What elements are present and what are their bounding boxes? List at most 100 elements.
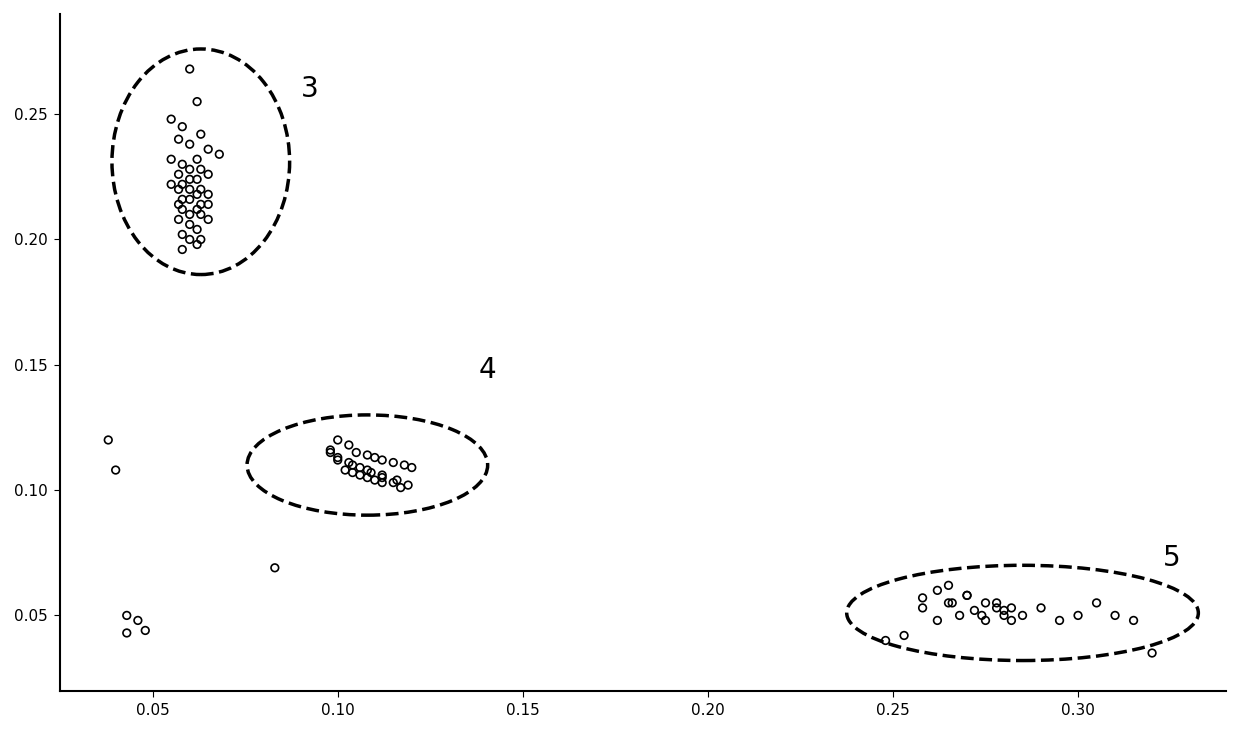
Point [187, 189, 207, 201]
Point [161, 113, 181, 125]
Point [987, 597, 1007, 609]
Point [391, 482, 410, 493]
Point [172, 228, 192, 240]
Point [357, 449, 377, 461]
Point [350, 462, 370, 474]
Point [365, 452, 384, 463]
Point [394, 459, 414, 471]
Point [198, 143, 218, 155]
Point [128, 615, 148, 627]
Point [191, 209, 211, 220]
Point [875, 635, 895, 646]
Point [928, 615, 947, 627]
Text: 3: 3 [301, 75, 319, 103]
Point [398, 479, 418, 491]
Point [383, 457, 403, 468]
Point [913, 602, 932, 613]
Point [191, 128, 211, 140]
Point [169, 214, 188, 225]
Point [172, 244, 192, 255]
Point [320, 444, 340, 456]
Point [1142, 647, 1162, 659]
Point [372, 469, 392, 481]
Point [942, 597, 962, 609]
Point [172, 121, 192, 132]
Point [387, 474, 407, 486]
Point [191, 163, 211, 175]
Point [198, 214, 218, 225]
Point [191, 234, 211, 245]
Point [180, 184, 200, 195]
Point [169, 184, 188, 195]
Point [191, 198, 211, 210]
Point [976, 597, 996, 609]
Point [372, 471, 392, 483]
Point [180, 219, 200, 231]
Point [180, 234, 200, 245]
Point [950, 610, 970, 621]
Point [180, 173, 200, 185]
Point [172, 203, 192, 215]
Point [1002, 602, 1022, 613]
Point [976, 615, 996, 627]
Point [1105, 610, 1125, 621]
Point [180, 209, 200, 220]
Point [169, 133, 188, 145]
Point [180, 63, 200, 75]
Point [335, 464, 355, 476]
Point [342, 467, 362, 479]
Point [210, 149, 229, 160]
Point [327, 454, 347, 466]
Point [1086, 597, 1106, 609]
Point [939, 597, 959, 609]
Point [342, 459, 362, 471]
Point [187, 203, 207, 215]
Point [169, 198, 188, 210]
Point [320, 447, 340, 458]
Point [994, 605, 1014, 616]
Point [1123, 615, 1143, 627]
Point [1013, 610, 1033, 621]
Point [187, 154, 207, 165]
Point [198, 189, 218, 201]
Point [957, 589, 977, 601]
Point [198, 198, 218, 210]
Point [372, 454, 392, 466]
Point [972, 610, 992, 621]
Point [187, 239, 207, 250]
Point [161, 179, 181, 190]
Point [191, 184, 211, 195]
Point [928, 584, 947, 596]
Point [169, 168, 188, 180]
Point [1002, 615, 1022, 627]
Point [939, 580, 959, 591]
Point [365, 474, 384, 486]
Point [357, 471, 377, 483]
Point [117, 627, 136, 639]
Point [339, 439, 358, 451]
Point [957, 589, 977, 601]
Point [172, 179, 192, 190]
Point [383, 477, 403, 488]
Point [180, 193, 200, 205]
Point [187, 96, 207, 108]
Point [172, 193, 192, 205]
Point [1032, 602, 1052, 613]
Point [187, 223, 207, 235]
Point [357, 464, 377, 476]
Point [98, 434, 118, 446]
Point [346, 447, 366, 458]
Point [965, 605, 985, 616]
Point [135, 624, 155, 636]
Point [339, 457, 358, 468]
Point [987, 602, 1007, 613]
Point [265, 562, 285, 574]
Point [402, 462, 422, 474]
Point [161, 154, 181, 165]
Point [105, 464, 125, 476]
Point [372, 477, 392, 488]
Point [172, 158, 192, 170]
Text: 5: 5 [1163, 544, 1180, 572]
Point [327, 434, 347, 446]
Point [361, 467, 381, 479]
